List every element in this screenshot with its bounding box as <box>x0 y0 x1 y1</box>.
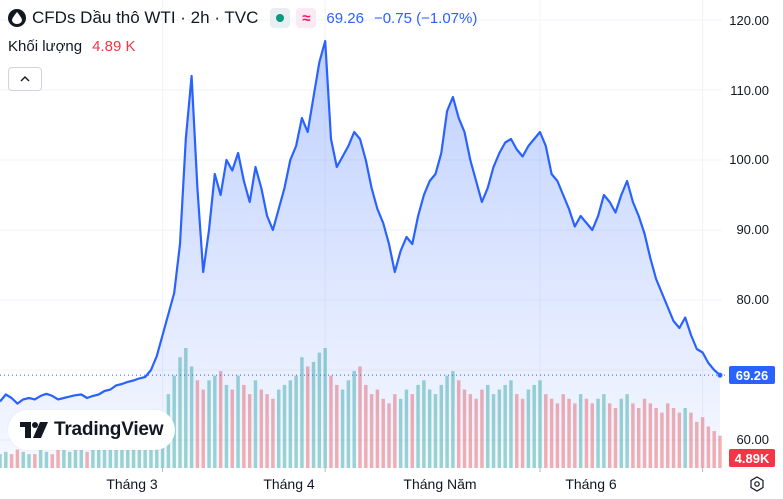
price-area <box>0 41 720 468</box>
oil-drop-icon[interactable] <box>8 9 26 27</box>
y-axis-label-80: 80.00 <box>736 292 769 307</box>
y-axis-label-100: 100.00 <box>729 152 769 167</box>
x-axis-label-thang-4: Tháng 4 <box>263 476 315 492</box>
tradingview-logo-text: TradingView <box>54 419 164 440</box>
gear-icon <box>750 476 764 492</box>
collapse-legend-button[interactable] <box>8 67 42 91</box>
tradingview-logo-icon <box>20 422 48 438</box>
x-axis-ticks <box>162 468 704 472</box>
last-price-dot <box>717 372 723 378</box>
volume-value: 4.89 K <box>92 38 136 55</box>
volume-legend[interactable]: Khối lượng 4.89 K <box>8 38 135 55</box>
chevron-up-icon <box>20 76 30 82</box>
chart-settings-button[interactable] <box>748 475 766 493</box>
price-change: −0.75 (−1.07%) <box>373 9 478 27</box>
last-price-tag: 69.26 <box>729 366 775 384</box>
x-axis-label-thang-nam: Tháng Năm <box>403 476 477 492</box>
y-axis-label-90: 90.00 <box>736 222 769 237</box>
current-price: 69.26 <box>326 9 364 27</box>
symbol-title[interactable]: CFDs Dầu thô WTI · 2h · TVC <box>32 8 259 27</box>
y-axis-label-60: 60.00 <box>736 432 769 447</box>
data-type-icon[interactable]: ≈ <box>296 8 317 28</box>
volume-label: Khối lượng <box>8 38 83 55</box>
x-axis-label-thang-3: Tháng 3 <box>106 476 158 492</box>
market-status-icon[interactable] <box>270 8 291 28</box>
tradingview-logo[interactable]: TradingView <box>8 410 176 450</box>
x-axis-label-thang-6: Tháng 6 <box>565 476 617 492</box>
volume-tag: 4.89K <box>729 449 775 467</box>
price-line <box>0 39 721 405</box>
chart-header: CFDs Dầu thô WTI · 2h · TVC ≈ 69.26 −0.7… <box>8 6 477 30</box>
y-axis-label-110: 110.00 <box>730 83 769 98</box>
y-axis-label-120: 120.00 <box>729 13 769 28</box>
